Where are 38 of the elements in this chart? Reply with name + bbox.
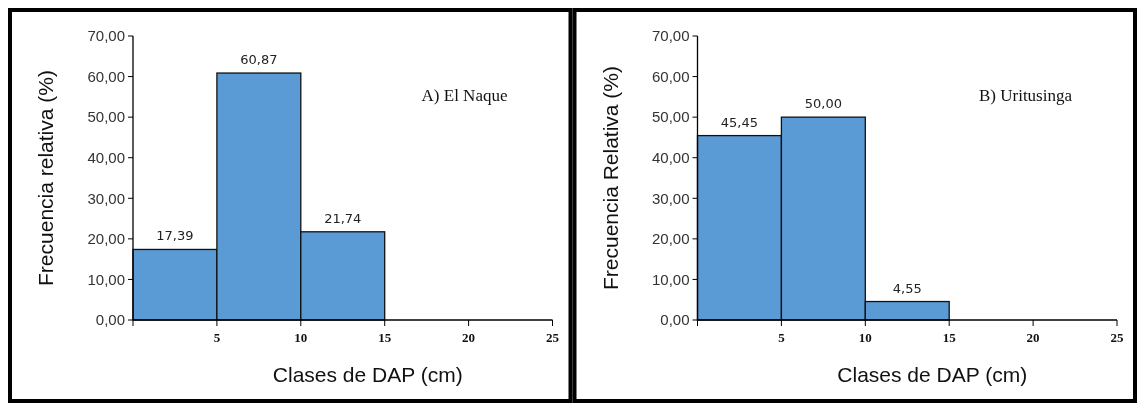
y-tick-label: 20,00 — [651, 230, 690, 248]
y-axis-title: Frecuencia Relativa (%) — [598, 65, 622, 291]
x-axis-title: Clases de DAP (cm) — [837, 363, 1028, 386]
data-label: 17,39 — [156, 228, 194, 244]
data-label: 21,74 — [324, 210, 362, 226]
y-tick-label: 0,00 — [660, 311, 690, 329]
y-tick-label: 60,00 — [87, 67, 125, 85]
y-tick-label: 30,00 — [651, 189, 690, 207]
x-tick-label: 20 — [462, 330, 476, 345]
y-tick-label: 60,00 — [651, 67, 690, 85]
x-tick-label: 25 — [1110, 330, 1124, 345]
x-tick-label: 5 — [778, 330, 786, 345]
y-tick-label: 70,00 — [651, 27, 690, 45]
y-axis-title: Frecuencia relativa (%) — [34, 70, 57, 286]
y-tick-label: 20,00 — [87, 230, 125, 248]
x-tick-label: 15 — [942, 330, 957, 345]
y-tick-label: 70,00 — [87, 27, 125, 45]
y-tick-label: 40,00 — [87, 148, 125, 166]
data-label: 45,45 — [720, 114, 759, 130]
y-tick-label: 0,00 — [95, 311, 125, 329]
y-tick-label: 40,00 — [651, 148, 690, 166]
y-tick-label: 10,00 — [651, 270, 690, 288]
data-label: 4,55 — [892, 280, 922, 296]
x-tick-label: 25 — [546, 330, 560, 345]
x-tick-label: 10 — [294, 330, 308, 345]
annotation: A) El Naque — [421, 86, 508, 105]
y-tick-label: 50,00 — [87, 108, 125, 126]
annotation: B) Uritusinga — [978, 86, 1073, 105]
y-tick-label: 50,00 — [651, 108, 690, 126]
data-label: 60,87 — [240, 52, 278, 68]
x-tick-label: 5 — [213, 330, 221, 345]
x-tick-label: 20 — [1026, 330, 1040, 345]
y-tick-label: 30,00 — [87, 189, 125, 207]
x-tick-label: 15 — [378, 330, 392, 345]
x-tick-label: 10 — [858, 330, 872, 345]
data-label: 50,00 — [804, 96, 842, 112]
y-tick-label: 10,00 — [87, 270, 125, 288]
x-axis-title: Clases de DAP (cm) — [272, 363, 463, 386]
